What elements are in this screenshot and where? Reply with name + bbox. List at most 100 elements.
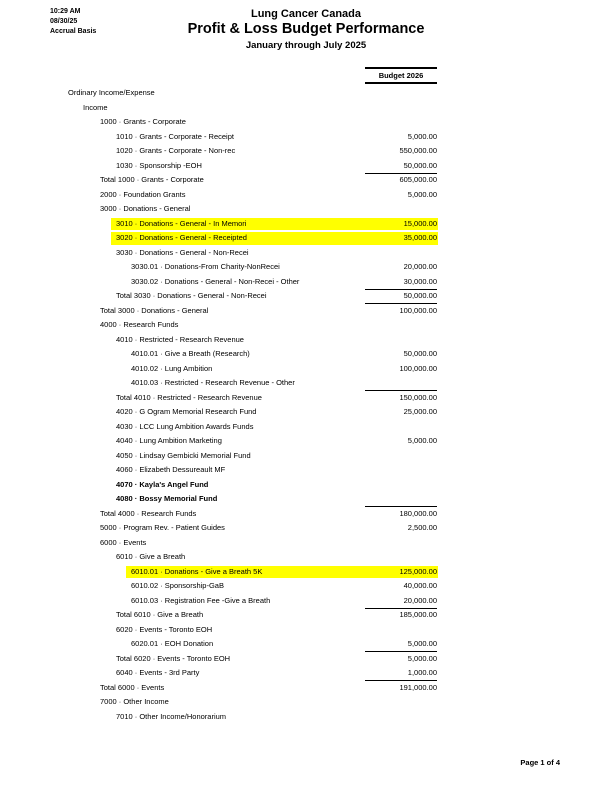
account-label: 1000 · Grants - Corporate <box>100 117 186 126</box>
report-row: 3030.01 · Donations-From Charity-NonRece… <box>0 260 612 275</box>
amount-value: 125,000.00 <box>399 566 437 576</box>
report-row: 6010 · Give a Breath <box>0 550 612 565</box>
account-label: 4030 · LCC Lung Ambition Awards Funds <box>116 421 254 431</box>
account-label: Total 6000 · Events <box>100 682 165 692</box>
amount-value: 100,000.00 <box>399 305 437 315</box>
account-label: 5000 · Program Rev. - Patient Guides <box>100 523 225 532</box>
report-row: Income <box>0 101 612 116</box>
account-label: 3030.01 · Donations-From Charity-NonRece… <box>131 262 280 271</box>
generated-time: 10:29 AM <box>50 8 81 15</box>
report-row: Total 6000 · Events 191,000.00 <box>0 681 612 696</box>
amount-value: 150,000.00 <box>399 392 437 402</box>
report-title: Profit & Loss Budget Performance <box>187 21 425 37</box>
amount-value: 5,000.00 <box>407 131 437 141</box>
total-rule <box>365 288 437 290</box>
amount-value: 40,000.00 <box>403 581 437 590</box>
report-row: 6020.01 · EOH Donation 5,000.00 <box>0 637 612 652</box>
report-period: January through July 2025 <box>245 40 367 51</box>
account-label: 4050 · Lindsay Gembicki Memorial Fund <box>116 450 251 460</box>
report-row: 4010.01 · Give a Breath (Research) 50,000… <box>0 347 612 362</box>
account-label: 6010.02 · Sponsorship-GaB <box>131 581 224 590</box>
highlight-band <box>126 565 438 578</box>
account-label: 7010 · Other Income/Honorarium <box>116 711 227 721</box>
report-row: Total 6010 · Give a Breath 185,000.00 <box>0 608 612 623</box>
report-row: 3020 · Donations - General - Receipted 35… <box>0 231 612 246</box>
amount-value: 5,000.00 <box>407 189 437 199</box>
amount-value: 100,000.00 <box>399 363 437 373</box>
report-row: 6010.03 · Registration Fee -Give a Breat… <box>0 594 612 609</box>
amount-value: 50,000.00 <box>403 349 437 358</box>
page-number: Page 1 of 4 <box>520 758 560 767</box>
amount-value: 180,000.00 <box>399 508 437 518</box>
amount-value: 605,000.00 <box>399 175 437 184</box>
amount-value: 5,000.00 <box>407 653 437 663</box>
report-row: 4030 · LCC Lung Ambition Awards Funds <box>0 420 612 435</box>
report-row: 7000 · Other Income <box>0 695 612 710</box>
report-row: Total 4010 · Restricted - Research Reven… <box>0 391 612 406</box>
amount-value: 50,000.00 <box>403 160 437 170</box>
report-row: 4000 · Research Funds <box>0 318 612 333</box>
amount-value: 2,500.00 <box>407 523 437 532</box>
report-row: Total 3030 · Donations - General - Non-R… <box>0 289 612 304</box>
account-label: 3000 · Donations - General <box>100 204 191 213</box>
account-label: 6010.03 · Registration Fee -Give a Breat… <box>131 595 271 605</box>
report-row: 4010 · Restricted - Research Revenue <box>0 333 612 348</box>
highlight-band <box>111 232 438 245</box>
report-row: 6010.01 · Donations - Give a Breath 5K 12… <box>0 565 612 580</box>
account-label: Total 4010 · Restricted - Research Reven… <box>116 392 262 402</box>
report-row: 4010.03 · Restricted - Research Revenue … <box>0 376 612 391</box>
report-row: 4060 · Elizabeth Dessureault MF <box>0 463 612 478</box>
report-row: 4070 · Kayla's Angel Fund <box>0 478 612 493</box>
amount-value: 25,000.00 <box>403 407 437 416</box>
amount-value: 30,000.00 <box>403 276 437 286</box>
account-label: 4080 · Bossy Memorial Fund <box>116 494 218 503</box>
report-row: 1030 · Sponsorship -EOH 50,000.00 <box>0 159 612 174</box>
report-row: 6010.02 · Sponsorship-GaB 40,000.00 <box>0 579 612 594</box>
account-label: Total 4000 · Research Funds <box>100 508 197 518</box>
account-label: 1020 · Grants - Corporate - Non-rec <box>116 146 236 155</box>
amount-value: 20,000.00 <box>403 262 437 271</box>
account-label: 6010.01 · Donations - Give a Breath 5K <box>131 566 263 576</box>
amount-value: 20,000.00 <box>403 595 437 605</box>
account-label: 6040 · Events - 3rd Party <box>116 668 200 677</box>
amount-value: 191,000.00 <box>399 682 437 692</box>
account-label: 6020.01 · EOH Donation <box>131 639 214 648</box>
account-label: Total 3030 · Donations - General - Non-R… <box>116 291 267 300</box>
report-row: Total 4000 · Research Funds 180,000.00 <box>0 507 612 522</box>
report-meta: 10:29 AM 08/30/25 Accrual Basis <box>50 7 96 37</box>
report-rows: Ordinary Income/Expense Income 1000 · Gran… <box>0 86 612 724</box>
account-label: 4010.02 · Lung Ambition <box>131 363 213 373</box>
account-label: Total 3000 · Donations - General <box>100 305 209 315</box>
account-label: 4010 · Restricted - Research Revenue <box>116 334 244 344</box>
account-label: 6010 · Give a Breath <box>116 552 186 561</box>
account-label: Total 1000 · Grants - Corporate <box>100 175 204 184</box>
account-label: 4010.03 · Restricted - Research Revenue … <box>131 378 295 387</box>
report-row: Total 6020 · Events - Toronto EOH 5,000.0… <box>0 652 612 667</box>
total-rule <box>365 506 437 507</box>
total-rule <box>365 651 437 652</box>
account-label: 4070 · Kayla's Angel Fund <box>116 479 209 489</box>
total-rule <box>365 172 437 174</box>
amount-value: 35,000.00 <box>403 233 437 242</box>
column-header-budget: Budget 2026 <box>365 67 437 84</box>
report-row: 1000 · Grants - Corporate <box>0 115 612 130</box>
highlight-band <box>111 217 438 230</box>
total-rule <box>365 607 437 609</box>
account-label: Ordinary Income/Expense <box>68 88 155 97</box>
account-label: 4000 · Research Funds <box>100 320 179 329</box>
report-row: Total 1000 · Grants - Corporate 605,000.0… <box>0 173 612 188</box>
total-rule <box>365 303 437 304</box>
report-row: 4020 · G Ogram Memorial Research Fund 25,… <box>0 405 612 420</box>
account-label: 3020 · Donations - General - Receipted <box>116 233 247 242</box>
account-label: 3030 · Donations - General - Non-Recei <box>116 247 249 257</box>
account-label: 4020 · G Ogram Memorial Research Fund <box>116 407 257 416</box>
report-row: Total 3000 · Donations - General 100,000.… <box>0 304 612 319</box>
report-row: 3010 · Donations - General - In Memori 15… <box>0 217 612 232</box>
report-row: 2000 · Foundation Grants 5,000.00 <box>0 188 612 203</box>
amount-value: 15,000.00 <box>403 218 437 228</box>
total-rule <box>365 390 437 391</box>
company-name: Lung Cancer Canada <box>250 8 362 20</box>
amount-value: 550,000.00 <box>399 146 437 155</box>
report-row: 1020 · Grants - Corporate - Non-rec 550,0… <box>0 144 612 159</box>
report-row: 4040 · Lung Ambition Marketing 5,000.00 <box>0 434 612 449</box>
